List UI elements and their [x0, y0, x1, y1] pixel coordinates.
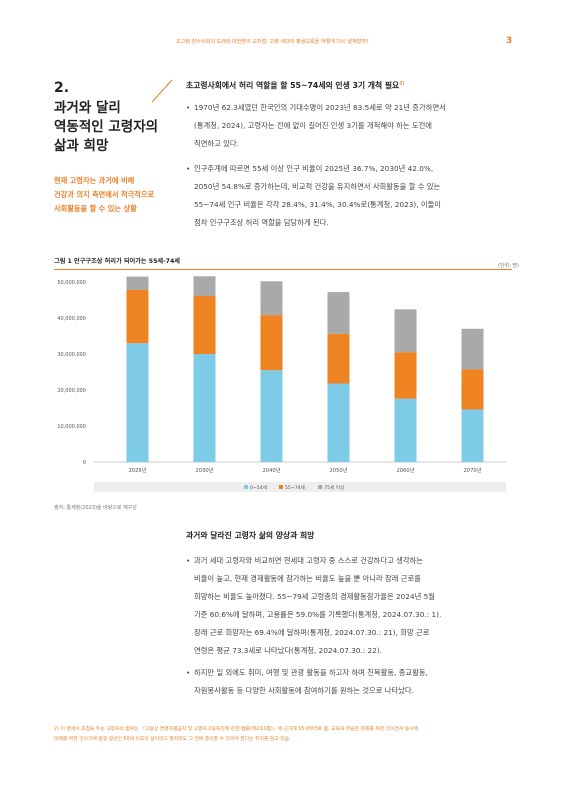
- figure-rule: [54, 269, 512, 271]
- x-tick-label: 2050년: [330, 466, 348, 474]
- section-title-line: 역동적인 고령자의: [54, 119, 159, 135]
- section-subtitle-line: 사회활동을 할 수 있는 상황: [54, 204, 137, 213]
- bar-segment-1: [327, 383, 350, 462]
- section-subtitle: 현재 고령자는 과거에 비해 건강과 의지 측면에서 적극적으로 사회활동을 할…: [54, 174, 184, 216]
- bar-segment-3: [327, 292, 350, 334]
- page-number: 3: [506, 36, 513, 46]
- bar-segment-2: [461, 369, 484, 410]
- section-number: 2.: [54, 80, 70, 96]
- y-tick-label: 40,000,000: [57, 316, 86, 322]
- bar-segment-3: [260, 281, 283, 316]
- bar-segment-2: [193, 296, 216, 354]
- legend-label: 75세 이상: [324, 484, 345, 491]
- y-tick-label: 50,000,000: [57, 280, 86, 286]
- section-subtitle-line: 현재 고령자는 과거에 비해: [54, 176, 135, 185]
- bar-segment-1: [394, 398, 417, 462]
- figure-source: 출처: 통계청(2023)을 바탕으로 재구성: [54, 505, 137, 511]
- running-title: 초고령 장수사회의 도래와 대전환의 교차점, 고령 세대의 평생교육을 어떻게…: [176, 39, 369, 45]
- bar-segment-3: [394, 309, 417, 353]
- bullet-dot-icon: •: [186, 556, 191, 565]
- y-tick-label: 30,000,000: [57, 352, 86, 358]
- legend-box: [94, 482, 506, 492]
- legend-swatch-1: [244, 485, 248, 489]
- y-tick-label: 10,000,000: [57, 424, 86, 430]
- legend-swatch-3: [318, 485, 323, 489]
- bullet-dot-icon: •: [186, 164, 191, 173]
- y-tick-label: 20,000,000: [57, 388, 86, 394]
- legend-swatch-2: [279, 485, 283, 489]
- legend-label: 0~54세: [250, 484, 267, 491]
- bar-segment-3: [193, 276, 216, 297]
- bar-segment-2: [260, 315, 283, 371]
- bar-segment-1: [193, 354, 216, 462]
- y-tick-label: 0: [83, 460, 86, 466]
- bar-segment-1: [461, 409, 484, 462]
- stacked-bar-chart: 0 10,000,000 20,000,000 30,000,000 40,000,00…: [57, 276, 506, 492]
- footnote-line: 2) 이 글에서 초점을 두는 고령자의 범위는 「고용상 연령차별금지 및 고…: [54, 727, 419, 732]
- section-title: 과거와 달리 역동적인 고령자의 삶과 희망: [54, 99, 174, 156]
- block1-heading: 초고령사회에서 허리 역할을 할 55~74세의 인생 3기 개척 필요2): [186, 81, 405, 90]
- section-subtitle-line: 건강과 의지 측면에서 적극적으로: [54, 190, 155, 199]
- bar-segment-1: [126, 343, 149, 462]
- footnote-line: 미래를 위한 것이기에 법정 정년인 60세 이후의 삶이라고 할지라도 그 전…: [54, 737, 291, 742]
- x-tick-label: 2060년: [397, 466, 415, 474]
- bar-segment-2: [327, 333, 350, 384]
- x-tick-label: 2030년: [196, 466, 214, 474]
- bar-segment-3: [461, 328, 484, 370]
- figure-unit: (단위: 명): [498, 263, 519, 269]
- x-tick-label: 2040년: [263, 466, 281, 474]
- block2-bullet-1: • 과거 세대 고령자와 비교하면 현세대 고령자 중 스스로 건강하다고 생각하…: [186, 552, 441, 660]
- section-title-line: 과거와 달리: [54, 100, 121, 116]
- bullet-dot-icon: •: [186, 103, 191, 112]
- orange-slash-icon: [151, 79, 173, 103]
- footnote: 2) 이 글에서 초점을 두는 고령자의 범위는 「고용상 연령차별금지 및 고…: [54, 725, 514, 745]
- bar-segment-3: [126, 276, 149, 290]
- block1-bullet-2: • 인구추계에 따르면 55세 이상 인구 비율이 2025년 36.7%, 20…: [186, 160, 441, 232]
- block2-heading: 과거와 달라진 고령자 삶의 양상과 희망: [186, 531, 315, 540]
- section-title-line: 삶과 희망: [54, 138, 109, 154]
- bar-segment-2: [126, 289, 149, 344]
- bullet-dot-icon: •: [186, 668, 191, 677]
- x-tick-label: 2025년: [129, 466, 147, 474]
- bar-segment-2: [394, 352, 417, 399]
- x-tick-label: 2070년: [464, 466, 482, 474]
- block2-bullet-2: • 하지만 일 외에도 취미, 여행 및 관광 활동을 하고자 하며 친목활동, …: [186, 664, 428, 700]
- bar-segment-1: [260, 370, 283, 462]
- figure-label: 그림 1 인구구조상 허리가 되어가는 55세-74세: [54, 258, 180, 265]
- block1-bullet-1: • 1970년 62.3세였던 한국인의 기대수명이 2023년 83.5세로 약…: [186, 99, 446, 153]
- legend-label: 55~74세: [285, 484, 305, 491]
